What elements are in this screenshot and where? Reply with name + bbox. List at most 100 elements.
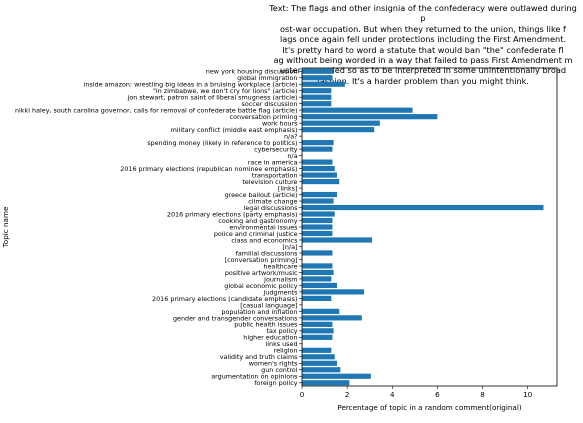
bar bbox=[302, 295, 332, 301]
bar bbox=[302, 289, 365, 295]
bar bbox=[302, 81, 345, 87]
bar bbox=[302, 107, 413, 113]
bar bbox=[302, 282, 337, 289]
x-ticks-group: 0 2 4 6 8 10 bbox=[300, 386, 533, 399]
bar bbox=[302, 146, 333, 152]
category-label: n/a? bbox=[284, 133, 298, 141]
category-label: greece bailout (article) bbox=[225, 191, 298, 199]
category-label: 2016 primary elections (candidate emphas… bbox=[152, 295, 297, 303]
category-label: positive artwork/music bbox=[225, 269, 298, 277]
category-label: global economic policy bbox=[224, 282, 297, 290]
category-label: gun control bbox=[261, 366, 298, 374]
bar bbox=[302, 328, 334, 334]
category-label: journalism bbox=[263, 275, 297, 283]
bar bbox=[302, 354, 335, 360]
category-label: argumentation on opinions bbox=[211, 373, 298, 381]
category-label: spending money (likely in reference to p… bbox=[147, 139, 297, 147]
category-label: [casual language] bbox=[240, 301, 297, 309]
bar bbox=[302, 114, 438, 120]
category-label: conversation priming bbox=[230, 113, 298, 121]
category-label: women's rights bbox=[249, 360, 298, 368]
category-label: links used bbox=[265, 340, 297, 348]
category-label: inside amazon: wrestling big ideas in a … bbox=[84, 81, 298, 89]
category-label: [links] bbox=[278, 184, 298, 192]
category-label: [n/a] bbox=[282, 243, 297, 251]
category-label: healthcare bbox=[263, 262, 297, 270]
category-label: public health issues bbox=[234, 321, 298, 329]
x-tick-label: 0 bbox=[300, 390, 305, 399]
x-tick-label: 10 bbox=[523, 390, 533, 399]
category-label: validity and truth claims bbox=[220, 353, 298, 361]
bar bbox=[302, 120, 380, 126]
bar bbox=[302, 101, 332, 107]
bar bbox=[302, 178, 340, 185]
bar bbox=[302, 230, 333, 237]
bar bbox=[302, 191, 337, 198]
bar bbox=[302, 347, 332, 353]
category-label: nikki haley, south carolina governor, ca… bbox=[15, 107, 298, 115]
category-label: "in zimbabwe, we don't cry for lions" (a… bbox=[153, 87, 298, 95]
category-label: soccer discussion bbox=[242, 100, 298, 108]
category-label: global immigration bbox=[237, 74, 297, 82]
bars-group bbox=[302, 68, 544, 386]
bar bbox=[302, 224, 333, 230]
bar bbox=[302, 276, 332, 282]
category-label: gender and transgender conversations bbox=[173, 314, 298, 322]
category-label: jon stewart, patron saint of liberal smu… bbox=[127, 94, 298, 102]
category-label: tax policy bbox=[266, 327, 297, 335]
bar bbox=[302, 172, 337, 178]
category-label: climate change bbox=[248, 197, 297, 205]
bar bbox=[302, 217, 333, 224]
bar bbox=[302, 159, 333, 165]
bar bbox=[302, 127, 375, 133]
category-label: 2016 primary elections (republican nomin… bbox=[120, 165, 297, 173]
x-tick-label: 6 bbox=[435, 390, 440, 399]
category-label: higher education bbox=[243, 334, 297, 342]
category-label: military conflict (middle east emphasis) bbox=[171, 126, 298, 134]
x-tick-label: 4 bbox=[390, 390, 395, 399]
category-label: new york housing discussion bbox=[206, 68, 298, 76]
bar bbox=[302, 94, 332, 100]
bar bbox=[302, 269, 334, 276]
category-label: 2016 primary elections (party emphasis) bbox=[167, 210, 298, 218]
bar bbox=[302, 250, 333, 256]
bar bbox=[302, 198, 334, 204]
bar bbox=[302, 75, 333, 81]
bar bbox=[302, 360, 337, 366]
bar bbox=[302, 315, 362, 321]
bar bbox=[302, 211, 335, 217]
category-label: race in america bbox=[248, 159, 298, 167]
bar bbox=[302, 237, 372, 243]
category-label: environmental issues bbox=[229, 223, 298, 231]
bar bbox=[302, 308, 340, 314]
category-label: class and economics bbox=[231, 236, 298, 244]
category-label: n/a bbox=[287, 152, 297, 160]
category-label: legal discussions bbox=[244, 204, 299, 212]
category-label: population and inflation bbox=[221, 308, 297, 316]
category-label: transportation bbox=[252, 171, 298, 179]
bar bbox=[302, 373, 371, 379]
x-axis-label: Percentage of topic in a random comment(… bbox=[337, 403, 521, 412]
bar bbox=[302, 165, 335, 172]
category-label: [conversation priming] bbox=[225, 256, 298, 264]
category-label: cooking and gastronomy bbox=[218, 217, 297, 225]
category-label: cybersecurity bbox=[254, 146, 298, 154]
category-label: familial discussions bbox=[236, 249, 299, 257]
bar bbox=[302, 88, 332, 94]
bar bbox=[302, 263, 333, 269]
bar bbox=[302, 367, 341, 373]
bar bbox=[302, 140, 334, 146]
category-label: judgments bbox=[263, 288, 299, 296]
category-label: foreign policy bbox=[254, 379, 298, 387]
category-label: religion bbox=[274, 347, 298, 355]
category-label: work hours bbox=[262, 120, 298, 128]
bar bbox=[302, 321, 333, 327]
plot-frame bbox=[301, 67, 558, 387]
y-axis-label: Topic name bbox=[1, 206, 10, 248]
x-tick-label: 2 bbox=[345, 390, 350, 399]
bar bbox=[302, 380, 350, 386]
bar bbox=[302, 68, 334, 74]
chart-title: Text: The flags and other insignia of th… bbox=[269, 3, 577, 86]
